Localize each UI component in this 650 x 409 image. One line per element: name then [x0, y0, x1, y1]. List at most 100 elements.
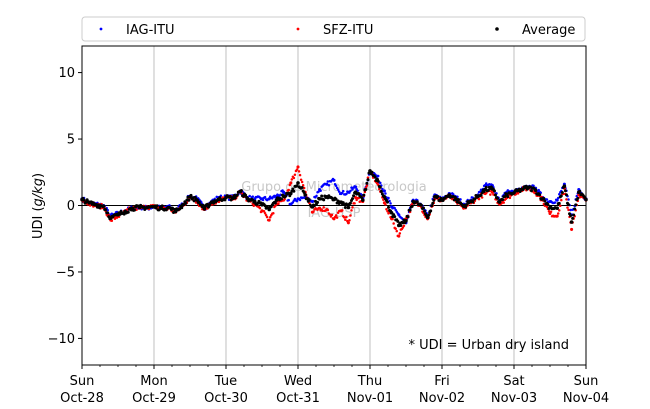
data-point-interp [335, 216, 339, 219]
data-point [570, 227, 574, 231]
data-point-interp [456, 198, 460, 202]
series-layer [80, 165, 588, 238]
data-point-interp [560, 191, 564, 195]
data-point-interp [277, 202, 280, 206]
data-point-interp [373, 175, 377, 179]
data-point-interp [545, 205, 549, 209]
data-point-interp [464, 205, 468, 209]
data-point-interp [200, 201, 203, 204]
y-axis-label-unit: g/kg [31, 178, 46, 206]
y-axis-label-prefix: UDI ( [31, 206, 46, 239]
legend-item-iag-itu: IAG-ITU [99, 23, 175, 38]
data-point-interp [408, 208, 412, 212]
data-point-interp [508, 196, 512, 200]
data-point-interp [569, 214, 573, 218]
y-axis-label-suffix: ) [31, 173, 46, 178]
x-tick-label-date: Oct-29 [132, 391, 176, 406]
data-point-interp [351, 206, 354, 209]
data-point-interp [326, 180, 330, 183]
data-point-interp [326, 208, 330, 212]
data-point-interp [327, 184, 331, 187]
data-point-interp [396, 219, 400, 223]
data-point-interp [384, 192, 387, 195]
data-point-interp [578, 189, 582, 193]
data-point-interp [427, 213, 431, 217]
data-point-interp [337, 190, 341, 193]
data-point-interp [477, 197, 481, 201]
data-point-interp [392, 222, 395, 225]
data-point-interp [569, 208, 572, 212]
data-point [289, 181, 293, 185]
data-point-interp [559, 204, 562, 208]
data-point-interp [381, 187, 384, 191]
data-point-interp [104, 208, 108, 212]
data-point-interp [300, 185, 304, 189]
data-point-interp [345, 215, 348, 219]
data-point-interp [545, 198, 549, 201]
data-point-interp [348, 218, 351, 222]
data-point-interp [557, 201, 561, 205]
x-tick-label-day: Wed [284, 374, 312, 389]
data-point-interp [263, 195, 267, 199]
data-point-interp [558, 209, 561, 212]
x-tick-label-day: Mon [140, 374, 167, 389]
data-point-interp [572, 213, 576, 217]
legend-item-average: Average [495, 23, 575, 38]
plot-area: Grupo de Micrometeorologia IAG-USP [80, 45, 588, 366]
data-point [296, 165, 300, 169]
data-point-interp [316, 200, 320, 204]
data-point [325, 182, 329, 186]
data-point-interp [340, 209, 344, 212]
data-point-interp [343, 216, 346, 219]
data-point-interp [379, 189, 383, 193]
data-point-interp [315, 194, 318, 198]
data-point-interp [328, 213, 332, 216]
data-point-interp [395, 229, 398, 233]
data-point-interp [436, 194, 440, 198]
data-point-interp [322, 198, 326, 202]
data-point-interp [334, 214, 338, 217]
data-point-interp [319, 189, 322, 193]
data-point-interp [264, 214, 268, 217]
data-point-interp [106, 211, 110, 215]
data-point-interp [565, 198, 568, 201]
data-point-interp [521, 188, 525, 192]
data-point-interp [394, 227, 397, 231]
data-point-interp [357, 196, 360, 200]
x-tick-label-day: Sun [70, 374, 95, 389]
data-point-interp [235, 193, 239, 197]
data-point-interp [402, 224, 406, 227]
data-point-interp [493, 193, 497, 197]
data-point-interp [322, 206, 325, 209]
data-point-interp [484, 182, 488, 185]
data-point-interp [479, 193, 483, 197]
data-point-interp [423, 209, 427, 213]
data-point-interp [393, 215, 397, 219]
data-point-interp [559, 194, 563, 198]
data-point-interp [344, 218, 347, 222]
data-point-interp [334, 197, 338, 201]
data-point-interp [233, 196, 237, 200]
data-point-interp [312, 204, 316, 208]
data-point [354, 185, 358, 189]
data-point [303, 193, 308, 197]
legend-box [81, 16, 586, 42]
data-point-interp [82, 198, 86, 202]
data-point-interp [301, 184, 305, 187]
data-point-interp [187, 198, 191, 202]
data-point-interp [385, 200, 389, 204]
data-point-interp [387, 196, 390, 200]
x-tick-label-date: Nov-04 [563, 391, 609, 406]
data-point-interp [546, 202, 550, 206]
data-point-interp [342, 189, 345, 193]
data-point [404, 218, 408, 223]
data-point-interp [547, 209, 551, 213]
data-point-interp [564, 193, 568, 197]
data-point-interp [336, 188, 340, 191]
data-point-interp [502, 201, 505, 204]
data-point-interp [345, 192, 348, 196]
data-point [555, 206, 559, 210]
data-point-interp [415, 200, 419, 204]
data-point-interp [379, 181, 382, 185]
data-point-interp [506, 195, 510, 199]
